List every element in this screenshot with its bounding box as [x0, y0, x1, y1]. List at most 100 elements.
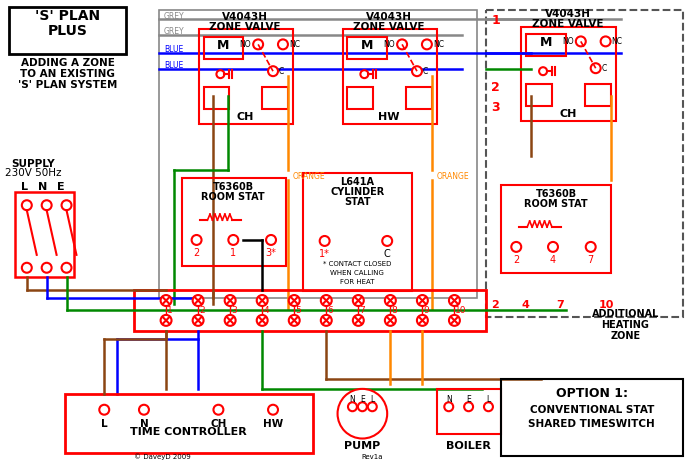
Circle shape — [319, 236, 330, 246]
Text: 230V 50Hz: 230V 50Hz — [5, 168, 61, 178]
Text: C: C — [384, 249, 391, 259]
Circle shape — [161, 295, 172, 306]
Text: V4043H: V4043H — [366, 12, 412, 22]
Circle shape — [268, 405, 278, 415]
Circle shape — [422, 39, 432, 49]
Text: 2: 2 — [199, 306, 205, 315]
Text: ORANGE: ORANGE — [437, 172, 469, 182]
Text: 3: 3 — [231, 306, 237, 315]
Circle shape — [385, 315, 396, 326]
Text: 8: 8 — [391, 306, 397, 315]
Circle shape — [257, 295, 268, 306]
Circle shape — [353, 295, 364, 306]
Text: PUMP: PUMP — [344, 441, 380, 452]
Text: 7: 7 — [588, 255, 594, 265]
Circle shape — [348, 402, 357, 411]
Text: N: N — [446, 395, 452, 404]
Circle shape — [586, 242, 595, 252]
Text: 1: 1 — [491, 14, 500, 27]
Text: C: C — [423, 66, 428, 76]
Text: 4: 4 — [521, 300, 529, 309]
Bar — [348, 37, 387, 59]
Circle shape — [193, 295, 204, 306]
Circle shape — [539, 67, 547, 75]
Circle shape — [268, 66, 278, 76]
Text: © DaveyD 2009: © DaveyD 2009 — [134, 453, 190, 461]
Text: T6360B: T6360B — [535, 190, 577, 199]
Circle shape — [192, 235, 201, 245]
Bar — [526, 84, 552, 106]
Text: HW: HW — [378, 112, 400, 122]
Text: E: E — [57, 183, 64, 192]
Text: 'S' PLAN: 'S' PLAN — [35, 8, 100, 22]
Text: M: M — [540, 37, 552, 50]
Text: NO: NO — [384, 40, 395, 50]
Circle shape — [444, 402, 453, 411]
Circle shape — [217, 70, 224, 78]
Bar — [437, 389, 502, 433]
Text: V4043H: V4043H — [222, 12, 268, 22]
Text: NO: NO — [562, 37, 574, 46]
Text: OPTION 1:: OPTION 1: — [555, 387, 628, 400]
Text: 2: 2 — [491, 300, 499, 309]
Text: 4: 4 — [550, 255, 556, 265]
Circle shape — [601, 37, 611, 46]
Text: CYLINDER: CYLINDER — [331, 187, 384, 197]
Text: V4043H: V4043H — [545, 8, 591, 19]
Circle shape — [484, 402, 493, 411]
Circle shape — [353, 315, 364, 326]
Circle shape — [289, 295, 299, 306]
Text: PLUS: PLUS — [48, 23, 88, 37]
Circle shape — [417, 315, 428, 326]
Text: ROOM STAT: ROOM STAT — [201, 192, 265, 202]
Circle shape — [511, 242, 521, 252]
Text: N: N — [139, 419, 148, 429]
Circle shape — [417, 295, 428, 306]
Text: CH: CH — [237, 112, 254, 122]
Text: BOILER: BOILER — [446, 441, 491, 452]
Circle shape — [337, 389, 387, 439]
Bar — [65, 394, 313, 453]
Circle shape — [41, 263, 52, 273]
Text: N: N — [38, 183, 48, 192]
Circle shape — [449, 295, 460, 306]
Text: L: L — [370, 395, 375, 404]
Text: C: C — [602, 64, 607, 73]
Text: 2: 2 — [491, 81, 500, 94]
Text: NC: NC — [289, 40, 300, 50]
Text: C: C — [279, 66, 284, 76]
Text: FOR HEAT: FOR HEAT — [340, 278, 375, 285]
Text: HW: HW — [263, 419, 283, 429]
Circle shape — [61, 263, 72, 273]
Text: 9: 9 — [424, 306, 429, 315]
Circle shape — [161, 315, 172, 326]
Bar — [134, 290, 486, 331]
Circle shape — [278, 39, 288, 49]
Circle shape — [321, 315, 332, 326]
Bar — [502, 185, 611, 273]
Text: ZONE VALVE: ZONE VALVE — [353, 22, 425, 31]
Circle shape — [397, 39, 407, 49]
Text: M: M — [217, 39, 230, 52]
Circle shape — [321, 295, 332, 306]
Text: 5: 5 — [295, 306, 301, 315]
Text: 7: 7 — [359, 306, 365, 315]
Text: 1*: 1* — [319, 249, 330, 259]
Circle shape — [253, 39, 263, 49]
Text: WHEN CALLING: WHEN CALLING — [331, 270, 384, 276]
Circle shape — [22, 263, 32, 273]
Bar — [181, 178, 286, 266]
Text: GREY: GREY — [164, 28, 184, 37]
Circle shape — [228, 235, 238, 245]
Text: L: L — [486, 395, 491, 404]
Text: SHARED TIMESWITCH: SHARED TIMESWITCH — [529, 419, 655, 429]
Text: BLUE: BLUE — [164, 61, 183, 70]
Text: 1: 1 — [167, 306, 172, 315]
Text: BLUE: BLUE — [164, 45, 183, 54]
Circle shape — [99, 405, 109, 415]
Text: 6: 6 — [327, 306, 333, 315]
Text: ADDITIONAL: ADDITIONAL — [592, 309, 659, 320]
Text: L: L — [101, 419, 108, 429]
Circle shape — [385, 295, 396, 306]
Text: ADDING A ZONE: ADDING A ZONE — [21, 58, 115, 68]
